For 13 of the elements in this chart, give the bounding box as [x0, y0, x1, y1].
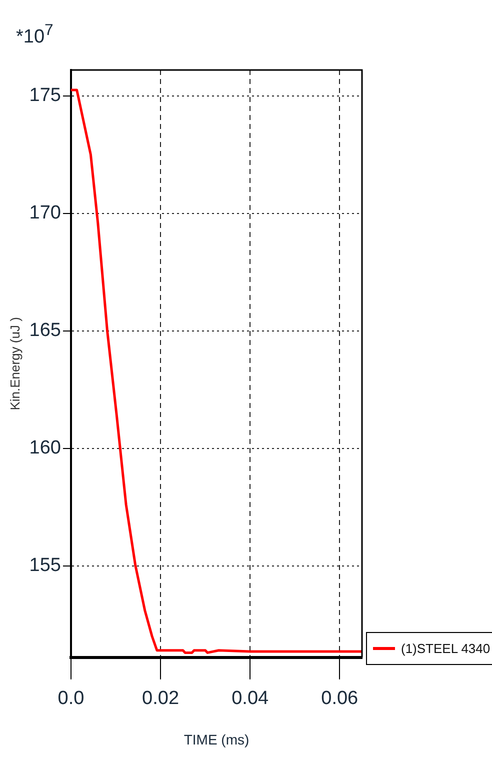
y-tick-label: 160 [29, 438, 61, 459]
y-tick-label: 165 [29, 320, 61, 342]
x-tick-label: 0.0 [58, 688, 84, 710]
x-tick-label: 0.02 [142, 688, 180, 710]
text: *10$^{7}$ [16, 22, 54, 48]
x-tick-label: 0.04 [232, 688, 269, 710]
legend-label: (1)STEEL 4340 [401, 641, 490, 656]
y-tick-label: 170 [29, 202, 61, 224]
y-axis-title: Kin.Energy (uJ ) [7, 317, 22, 410]
x-axis-title: TIME (ms) [184, 731, 250, 748]
y-tick-label: 175 [29, 85, 61, 106]
y-tick-label: 155 [29, 555, 61, 576]
x-tick-label: 0.06 [321, 688, 358, 710]
